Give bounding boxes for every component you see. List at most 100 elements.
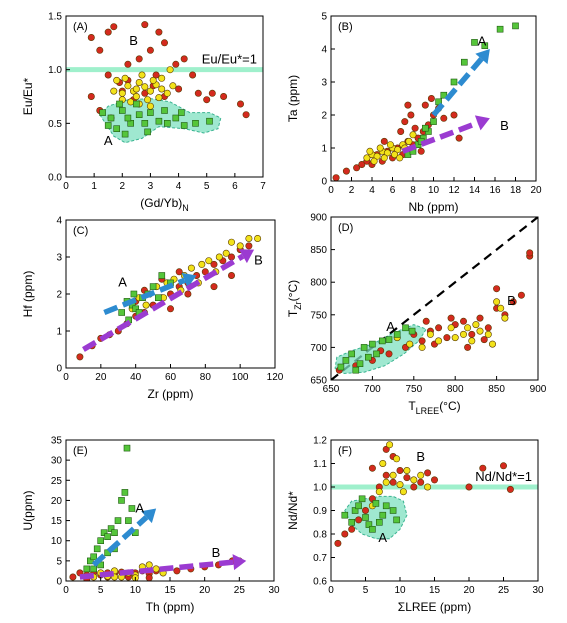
data-point-green <box>180 122 188 129</box>
reference-line-label: Eu/Eu*=1 <box>202 52 257 67</box>
data-point-red <box>410 483 418 491</box>
data-point-yellow <box>145 561 153 569</box>
y-tick-label: 700 <box>310 343 327 354</box>
data-point-green <box>373 350 380 358</box>
panel-letter: (F) <box>338 445 352 457</box>
x-tick-label: 6 <box>390 185 396 196</box>
y-tick-label: 0.9 <box>313 506 327 517</box>
y-tick-label: 0 <box>321 177 327 188</box>
x-tick-label: 60 <box>165 372 177 383</box>
data-point-yellow <box>132 85 140 93</box>
x-tick-label: 7 <box>260 181 266 192</box>
data-point-red <box>135 55 143 63</box>
data-point-yellow <box>382 478 390 486</box>
y-axis-label: Ta (ppm) <box>286 75 300 122</box>
data-point-yellow <box>451 334 459 342</box>
data-point-green <box>512 22 519 30</box>
data-point-yellow <box>406 340 414 348</box>
data-point-red <box>440 114 448 122</box>
plot-area <box>332 22 519 181</box>
data-point-red <box>484 324 492 332</box>
axes-frame <box>330 216 539 381</box>
data-point-green <box>352 366 360 374</box>
data-point-red <box>480 336 488 344</box>
plot-area <box>69 444 247 581</box>
data-point-green <box>93 545 101 553</box>
x-axis-label: Nb (ppm) <box>408 200 458 214</box>
arrow-label: A <box>118 275 127 290</box>
data-point-red <box>173 567 181 575</box>
data-point-green <box>100 529 108 537</box>
data-point-red <box>380 137 388 145</box>
arrowhead-icon <box>181 272 197 288</box>
x-tick-label: 18 <box>510 185 522 196</box>
data-point-green <box>104 533 111 541</box>
data-point-green <box>116 100 123 108</box>
data-point-green <box>372 500 380 507</box>
data-point-yellow <box>383 149 391 157</box>
y-tick-label: 3 <box>321 78 327 89</box>
y-tick-label: 1.0 <box>313 483 327 494</box>
y-tick-label: 20 <box>51 496 63 507</box>
data-point-yellow <box>215 253 223 261</box>
data-point-green <box>471 39 478 46</box>
y-tick-label: 2 <box>56 290 62 301</box>
x-tick-label: 16 <box>489 185 501 196</box>
x-tick-label: 10 <box>130 585 142 596</box>
x-tick-label: 10 <box>394 585 406 596</box>
data-point-yellow <box>222 249 230 257</box>
reference-line-label: Nd/Nd*=1 <box>475 469 532 484</box>
data-point-red <box>368 464 376 472</box>
data-point-red <box>161 39 169 47</box>
panel-d: A B 650 700 750 800 850 900 650 700 750 800 850 900 (D… <box>286 213 547 417</box>
data-point-green <box>460 58 468 66</box>
x-axis-label-main: Nb (ppm) <box>408 200 458 214</box>
data-point-yellow <box>149 76 157 84</box>
trend-arrow-b <box>79 559 234 580</box>
data-point-green <box>358 495 366 503</box>
data-point-red <box>358 161 366 169</box>
data-point-red <box>465 483 473 491</box>
panel-c: A B 0 20 40 60 80 100 120 0 1 2 3 4 (C) Zr (ppm) Hf (ppm… <box>21 216 284 402</box>
data-point-green <box>90 553 97 561</box>
arrow-label: B <box>212 545 221 560</box>
data-point-yellow <box>468 337 476 345</box>
data-point-green <box>341 511 349 519</box>
data-point-green <box>382 502 390 510</box>
data-point-green <box>128 505 136 512</box>
data-point-yellow <box>187 264 195 272</box>
data-point-green <box>87 557 94 565</box>
data-point-red <box>401 118 409 126</box>
y-tick-label: 15 <box>51 516 63 527</box>
x-axis-label-main: Zr (ppm) <box>148 387 194 401</box>
data-point-yellow <box>169 82 177 90</box>
data-point-green <box>351 507 359 514</box>
data-point-yellow <box>459 330 467 338</box>
x-tick-label: 850 <box>488 384 505 395</box>
data-point-green <box>107 525 115 532</box>
trend-arrow-b <box>82 253 245 352</box>
x-axis-label-main: ΣLREE (ppm) <box>398 600 471 614</box>
data-point-green <box>348 518 356 526</box>
data-point-yellow <box>152 565 160 573</box>
y-tick-label: 4 <box>321 45 327 56</box>
x-tick-label: 40 <box>130 372 142 383</box>
data-point-red <box>418 337 426 345</box>
data-point-yellow <box>399 488 407 496</box>
data-point-green <box>124 114 132 122</box>
data-point-green <box>389 507 397 514</box>
data-point-green <box>99 109 106 116</box>
data-point-yellow <box>484 330 492 338</box>
data-point-yellow <box>127 98 135 106</box>
data-point-yellow <box>198 260 206 268</box>
panel-letter: (D) <box>338 222 353 234</box>
arrow-label: B <box>254 252 263 267</box>
y-tick-label: 10 <box>51 536 63 547</box>
data-point-yellow <box>493 298 501 306</box>
x-tick-label: 8 <box>410 185 416 196</box>
x-axis-label-main: T <box>408 399 416 413</box>
data-point-green <box>450 78 458 86</box>
data-point-green <box>125 517 132 524</box>
x-tick-label: 20 <box>199 585 211 596</box>
